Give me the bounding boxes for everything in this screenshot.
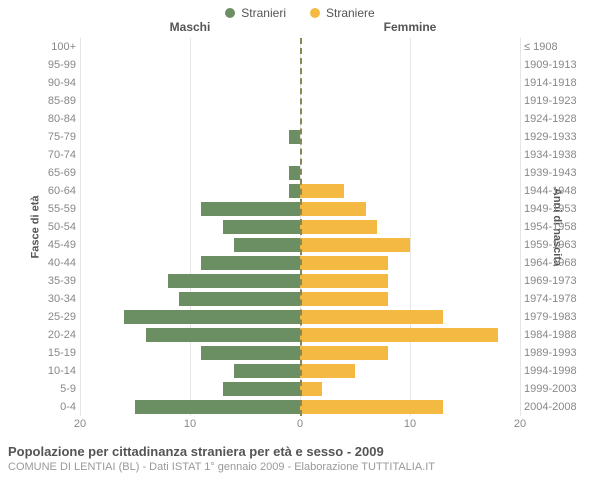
y-label-age: 35-39 — [20, 275, 76, 287]
y-label-age: 85-89 — [20, 95, 76, 107]
bar-male — [223, 220, 300, 234]
y-label-birth: 1924-1928 — [524, 113, 580, 125]
y-label-age: 20-24 — [20, 329, 76, 341]
y-label-age: 25-29 — [20, 311, 76, 323]
y-label-birth: 1959-1963 — [524, 239, 580, 251]
y-label-age: 95-99 — [20, 59, 76, 71]
y-label-birth: 1964-1968 — [524, 257, 580, 269]
y-label-age: 5-9 — [20, 383, 76, 395]
y-label-age: 40-44 — [20, 257, 76, 269]
legend-item-female: Straniere — [310, 6, 375, 20]
plot-area — [80, 38, 520, 416]
y-label-birth: 1954-1958 — [524, 221, 580, 233]
y-label-birth: 1949-1953 — [524, 203, 580, 215]
y-label-age: 15-19 — [20, 347, 76, 359]
x-tick: 10 — [404, 418, 416, 430]
bar-male — [289, 130, 300, 144]
center-axis — [300, 38, 302, 416]
y-label-birth: 1914-1918 — [524, 77, 580, 89]
gridline — [520, 38, 521, 416]
legend-swatch-male — [225, 8, 235, 18]
bar-female — [300, 400, 443, 414]
bar-male — [135, 400, 300, 414]
chart-footer: Popolazione per cittadinanza straniera p… — [0, 438, 600, 473]
bar-female — [300, 238, 410, 252]
y-label-birth: ≤ 1908 — [524, 41, 580, 53]
y-label-birth: 1989-1993 — [524, 347, 580, 359]
legend: Stranieri Straniere — [0, 0, 600, 20]
bar-male — [168, 274, 300, 288]
bar-male — [201, 346, 300, 360]
y-label-birth: 1979-1983 — [524, 311, 580, 323]
bar-female — [300, 346, 388, 360]
bar-female — [300, 382, 322, 396]
y-label-birth: 1939-1943 — [524, 167, 580, 179]
header-female: Femmine — [384, 20, 437, 34]
y-labels-age: 100+ 95-99 90-94 85-89 80-84 75-79 70-74 65-69 6… — [20, 38, 76, 416]
column-headers: Maschi Femmine — [0, 20, 600, 38]
y-label-birth: 1969-1973 — [524, 275, 580, 287]
bar-female — [300, 256, 388, 270]
y-label-age: 70-74 — [20, 149, 76, 161]
y-label-age: 0-4 — [20, 401, 76, 413]
y-labels-birth: ≤ 1908 1909-1913 1914-1918 1919-1923 1924-19… — [524, 38, 580, 416]
bar-male — [289, 184, 300, 198]
header-male: Maschi — [170, 20, 211, 34]
chart-subtitle: COMUNE DI LENTIAI (BL) - Dati ISTAT 1° g… — [8, 461, 592, 473]
y-label-birth: 1919-1923 — [524, 95, 580, 107]
y-label-age: 75-79 — [20, 131, 76, 143]
y-label-age: 90-94 — [20, 77, 76, 89]
y-label-birth: 2004-2008 — [524, 401, 580, 413]
bar-female — [300, 184, 344, 198]
pyramid-chart: Fasce di età Anni di nascita 100+95-9990… — [0, 38, 600, 416]
y-label-birth: 1944-1948 — [524, 185, 580, 197]
bar-male — [201, 256, 300, 270]
x-tick: 20 — [74, 418, 86, 430]
bar-female — [300, 328, 498, 342]
y-label-age: 60-64 — [20, 185, 76, 197]
y-label-birth: 1994-1998 — [524, 365, 580, 377]
chart-title: Popolazione per cittadinanza straniera p… — [8, 444, 592, 459]
y-label-age: 100+ — [20, 41, 76, 53]
bar-male — [124, 310, 300, 324]
y-label-age: 10-14 — [20, 365, 76, 377]
legend-label-female: Straniere — [326, 6, 375, 20]
bar-male — [201, 202, 300, 216]
bar-female — [300, 220, 377, 234]
y-label-birth: 1909-1913 — [524, 59, 580, 71]
legend-label-male: Stranieri — [241, 6, 286, 20]
bar-male — [223, 382, 300, 396]
y-label-birth: 1934-1938 — [524, 149, 580, 161]
bar-female — [300, 310, 443, 324]
y-label-birth: 1974-1978 — [524, 293, 580, 305]
bar-female — [300, 364, 355, 378]
y-label-age: 80-84 — [20, 113, 76, 125]
legend-item-male: Stranieri — [225, 6, 286, 20]
y-label-age: 65-69 — [20, 167, 76, 179]
bar-male — [234, 238, 300, 252]
bar-male — [234, 364, 300, 378]
x-tick: 20 — [514, 418, 526, 430]
x-tick: 0 — [297, 418, 303, 430]
bar-male — [289, 166, 300, 180]
y-label-age: 55-59 — [20, 203, 76, 215]
bar-male — [179, 292, 300, 306]
y-label-birth: 1984-1988 — [524, 329, 580, 341]
y-label-birth: 1929-1933 — [524, 131, 580, 143]
y-label-age: 45-49 — [20, 239, 76, 251]
legend-swatch-female — [310, 8, 320, 18]
x-tick: 10 — [184, 418, 196, 430]
bar-female — [300, 202, 366, 216]
bar-male — [146, 328, 300, 342]
y-label-birth: 1999-2003 — [524, 383, 580, 395]
y-label-age: 30-34 — [20, 293, 76, 305]
bar-female — [300, 274, 388, 288]
bar-female — [300, 292, 388, 306]
x-axis: 201001020 — [80, 416, 520, 438]
y-label-age: 50-54 — [20, 221, 76, 233]
